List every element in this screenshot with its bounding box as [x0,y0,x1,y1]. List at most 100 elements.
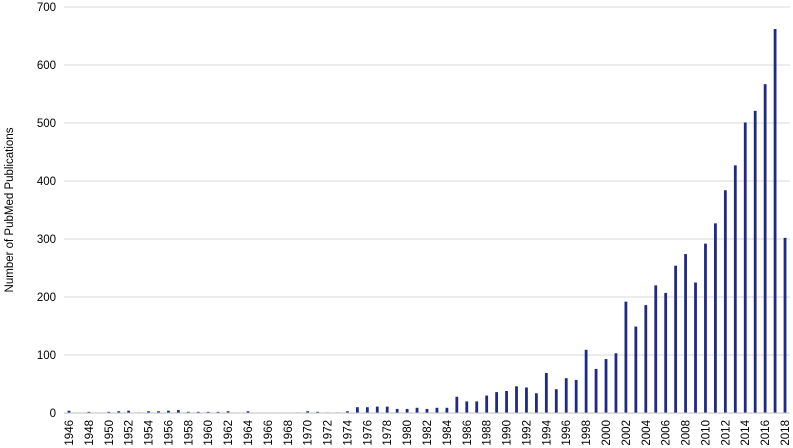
bar-1979 [395,408,399,413]
y-tick-label: 700 [37,2,56,14]
bar-1991 [515,386,518,413]
x-tick-label: 1970 [303,420,315,446]
x-tick-label: 1952 [124,420,136,446]
x-tick-label: 1950 [104,420,116,446]
y-tick-labels: 0 100 200 300 400 500 600 700 [37,2,56,420]
gridlines [64,6,790,356]
bar-2018 [783,237,787,413]
bar-2016 [763,84,767,413]
bar-1999 [594,368,598,413]
bar-1962 [226,411,230,413]
x-tick-label: 1976 [362,420,374,446]
y-tick-label: 400 [37,176,56,188]
bar-1986 [465,401,469,413]
bar-1998 [584,349,588,413]
bar-1960 [206,411,210,413]
bar-1946 [67,410,71,413]
y-tick-label: 300 [37,234,56,246]
bar-1981 [415,407,419,413]
bar-1971 [316,411,320,413]
bar-2007 [674,265,678,413]
x-tick-label: 2018 [780,420,792,446]
bar-1950 [107,411,111,413]
bars [67,29,787,414]
x-tick-label: 2016 [760,420,772,446]
bar-1993 [534,393,538,413]
x-tick-label: 1978 [382,420,394,446]
bar-1961 [216,411,220,413]
x-tick-label: 1994 [541,419,553,445]
bar-2002 [624,301,628,413]
x-tick-label: 1958 [183,420,195,446]
x-tick-label: 2014 [740,419,752,445]
bar-1952 [127,410,131,413]
bar-2005 [654,285,658,413]
x-tick-label: 2008 [681,420,693,446]
bar-2012 [723,190,727,413]
bar-2010 [704,243,707,413]
bar-1970 [306,411,310,413]
bar-1976 [365,407,369,413]
bar-2008 [684,254,687,413]
x-tick-label: 1948 [84,420,96,446]
bar-1958 [186,411,190,413]
bar-1957 [176,410,180,413]
bar-1988 [485,395,489,413]
bar-2004 [644,305,648,413]
x-tick-label: 1996 [561,420,573,446]
bar-2013 [733,165,737,413]
bar-1951 [117,411,121,413]
x-tick-label: 1992 [521,420,533,446]
y-axis-title: Number of PubMed Publications [4,127,16,292]
y-tick-label: 100 [37,350,56,362]
bar-1996 [564,378,568,413]
bar-1987 [475,401,479,413]
bar-1989 [495,392,499,413]
x-tick-label: 1980 [402,420,414,446]
bar-1995 [554,389,558,413]
bar-1964 [246,411,250,413]
bar-2009 [694,282,697,413]
bar-2000 [604,359,608,413]
bar-1982 [425,408,429,413]
bar-2017 [773,29,777,413]
y-tick-label: 600 [37,60,56,72]
bar-2014 [743,122,747,414]
x-tick-label: 2012 [720,420,732,446]
bar-1959 [196,411,200,413]
x-tick-label: 2000 [601,420,613,446]
bar-1954 [147,411,150,413]
bar-1955 [157,411,160,413]
x-tick-label: 1946 [64,420,76,446]
bar-1983 [435,407,439,413]
bar-1994 [544,372,548,413]
bar-1980 [405,408,409,413]
bar-1956 [167,410,170,413]
x-tick-label: 1984 [442,419,454,445]
x-tick-label: 2002 [621,420,633,446]
x-tick-label: 1960 [203,420,215,446]
x-tick-label: 1982 [422,420,434,446]
x-tick-label: 1974 [342,419,354,445]
bar-2006 [664,292,668,413]
bar-1997 [574,379,578,413]
bar-2015 [753,110,757,413]
x-tick-label: 2006 [661,420,673,446]
bar-2011 [714,223,717,413]
x-tick-label: 2010 [700,420,712,446]
x-tick-label: 1988 [482,420,494,446]
y-tick-label: 0 [50,408,56,420]
x-tick-label: 1954 [144,419,156,445]
bar-2001 [614,353,618,413]
bar-1978 [385,406,389,413]
bar-1984 [445,407,449,413]
x-tick-label: 1990 [502,420,514,446]
bar-1985 [455,396,459,413]
x-tick-label: 1956 [163,420,175,446]
y-tick-label: 500 [37,118,56,130]
x-tick-label: 1962 [223,420,235,446]
x-tick-labels: 1946 1948 1950 1952 1954 1956 1958 1960 1962 1964… [64,419,792,445]
x-tick-label: 2004 [641,419,653,445]
x-tick-label: 1972 [323,420,335,446]
